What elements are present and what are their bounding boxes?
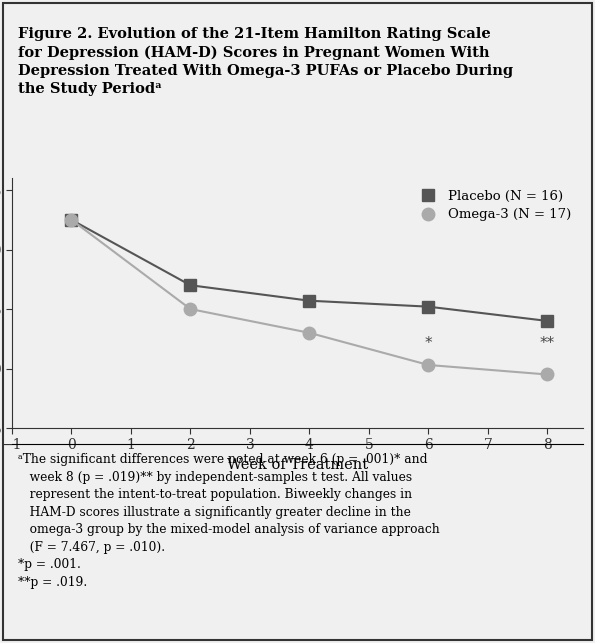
Omega-3 (N = 17) [187, 305, 194, 313]
Placebo (N = 16) [187, 282, 194, 289]
Text: ᵃThe significant differences were noted at week 6 (p = .001)* and
   week 8 (p =: ᵃThe significant differences were noted … [18, 453, 439, 589]
Text: *: * [425, 336, 432, 350]
Omega-3 (N = 17) [306, 329, 313, 337]
Line: Placebo (N = 16): Placebo (N = 16) [66, 214, 553, 327]
Placebo (N = 16) [425, 303, 432, 311]
Text: Figure 2. Evolution of the 21-Item Hamilton Rating Scale
for Depression (HAM-D) : Figure 2. Evolution of the 21-Item Hamil… [18, 27, 513, 96]
Omega-3 (N = 17) [68, 216, 75, 224]
Line: Omega-3 (N = 17): Omega-3 (N = 17) [65, 213, 554, 381]
Placebo (N = 16) [68, 216, 75, 224]
Text: **: ** [540, 336, 555, 350]
Legend: Placebo (N = 16), Omega-3 (N = 17): Placebo (N = 16), Omega-3 (N = 17) [410, 185, 577, 226]
Omega-3 (N = 17) [425, 361, 432, 369]
Placebo (N = 16) [306, 297, 313, 305]
X-axis label: Week of Treatment: Week of Treatment [227, 458, 368, 472]
Placebo (N = 16) [544, 317, 551, 325]
Omega-3 (N = 17) [544, 370, 551, 378]
